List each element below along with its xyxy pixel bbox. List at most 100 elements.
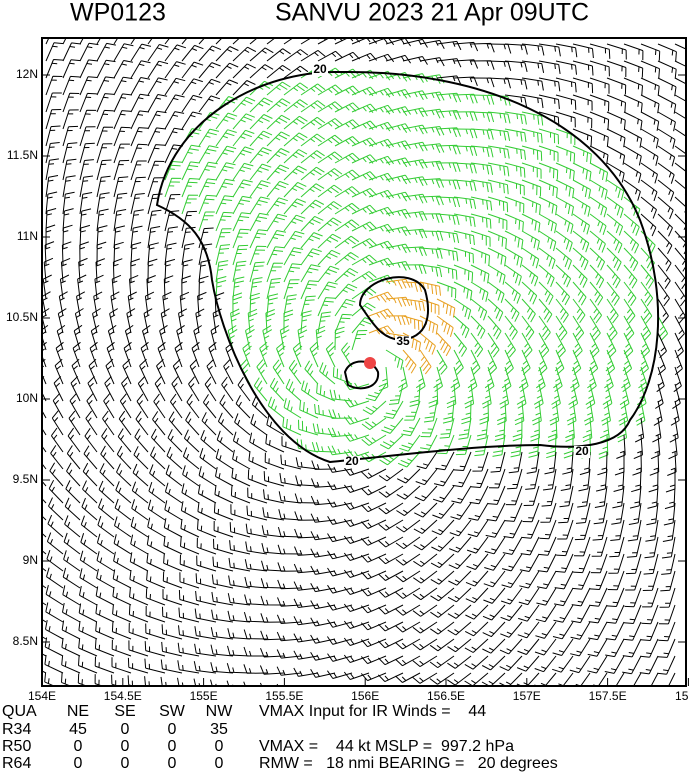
wind-barb <box>42 427 47 436</box>
wind-barb <box>102 410 115 436</box>
wind-barb <box>450 366 461 393</box>
wind-barb <box>623 621 642 641</box>
wind-barb <box>197 291 207 317</box>
wind-barb <box>327 584 353 594</box>
wind-barb <box>86 393 98 419</box>
wind-barb <box>447 672 472 686</box>
wind-barb <box>649 451 660 476</box>
wind-barb <box>195 573 217 589</box>
wind-barb <box>574 519 591 541</box>
wind-barb <box>317 168 343 181</box>
wind-barb <box>653 400 663 426</box>
wind-barb <box>606 94 626 113</box>
wind-barb <box>589 213 607 236</box>
wind-barb <box>212 556 234 572</box>
wind-barb <box>497 400 507 426</box>
wind-barb <box>412 604 438 617</box>
wind-barb <box>310 565 336 575</box>
wind-barb <box>385 296 411 307</box>
wind-barb <box>249 163 272 181</box>
wind-barb <box>552 690 574 706</box>
wind-barb <box>379 451 404 466</box>
wind-barb <box>553 366 563 393</box>
wind-barb <box>147 38 153 45</box>
wind-barb <box>368 104 395 115</box>
wind-barb <box>45 158 59 181</box>
wind-barb <box>521 519 540 539</box>
wind-barb <box>104 376 115 402</box>
wind-barb <box>343 620 370 629</box>
wind-barb <box>249 245 267 266</box>
contour-inner <box>343 360 380 390</box>
wind-barb <box>68 410 81 436</box>
table-cell: 0 <box>168 755 177 772</box>
wind-barb <box>623 230 640 254</box>
wind-barb <box>436 162 461 172</box>
wind-barb <box>78 638 98 657</box>
wind-barb <box>484 366 495 393</box>
wind-barb <box>228 557 251 572</box>
wind-barb <box>215 162 236 181</box>
wind-barb <box>130 60 151 79</box>
wind-barb <box>45 602 64 623</box>
wind-barb <box>664 485 676 510</box>
wind-barb <box>614 452 625 476</box>
wind-barb <box>45 142 60 164</box>
wind-barb <box>334 169 360 181</box>
wind-barb <box>300 100 326 113</box>
wind-barb <box>61 655 81 674</box>
wind-barb <box>48 497 64 521</box>
wind-barb <box>640 298 653 324</box>
wind-barb <box>538 77 561 92</box>
wind-barb <box>643 553 659 575</box>
wind-barb <box>179 291 190 317</box>
wind-barb <box>398 366 408 392</box>
wind-barb <box>547 417 558 442</box>
wind-barb <box>521 315 535 341</box>
wind-barb <box>276 342 286 368</box>
wind-barb <box>639 655 659 675</box>
wind-barb <box>573 553 591 574</box>
wind-barb <box>588 604 608 624</box>
wind-barb <box>123 341 132 368</box>
wind-barb <box>62 208 74 232</box>
wind-barb <box>589 315 601 341</box>
wind-barb <box>430 621 455 635</box>
wind-barb <box>266 180 289 198</box>
wind-barb <box>453 264 474 282</box>
wind-barb <box>62 175 76 198</box>
wind-barb <box>309 341 319 368</box>
wind-barb <box>606 587 625 607</box>
wind-barb <box>249 432 268 453</box>
wind-barb <box>351 254 377 266</box>
wind-barb <box>46 532 64 555</box>
wind-barb <box>538 315 551 341</box>
wind-barb <box>554 570 574 590</box>
wind-barb <box>58 291 68 317</box>
wind-barb <box>215 195 234 215</box>
wind-barb <box>552 621 574 640</box>
wind-barb <box>247 308 258 334</box>
wind-barb <box>521 128 543 144</box>
wind-barb <box>42 445 47 453</box>
wind-barb <box>161 624 183 640</box>
wind-barb <box>283 82 309 96</box>
wind-barb <box>62 125 79 147</box>
wind-barb <box>232 228 250 249</box>
wind-barb <box>317 151 343 164</box>
wind-barb <box>113 126 131 147</box>
wind-barb <box>646 502 659 526</box>
wind-barb <box>194 643 217 657</box>
wind-barb <box>351 238 377 249</box>
wind-barb <box>227 325 238 351</box>
wind-barb <box>315 325 326 351</box>
wind-barb <box>317 101 343 113</box>
wind-barb <box>147 94 168 113</box>
wind-barb <box>416 451 438 470</box>
wind-barb <box>674 128 686 137</box>
wind-barb <box>111 274 122 300</box>
wind-barb <box>436 332 452 357</box>
wind-barb <box>487 315 502 340</box>
wind-barb <box>618 400 629 426</box>
